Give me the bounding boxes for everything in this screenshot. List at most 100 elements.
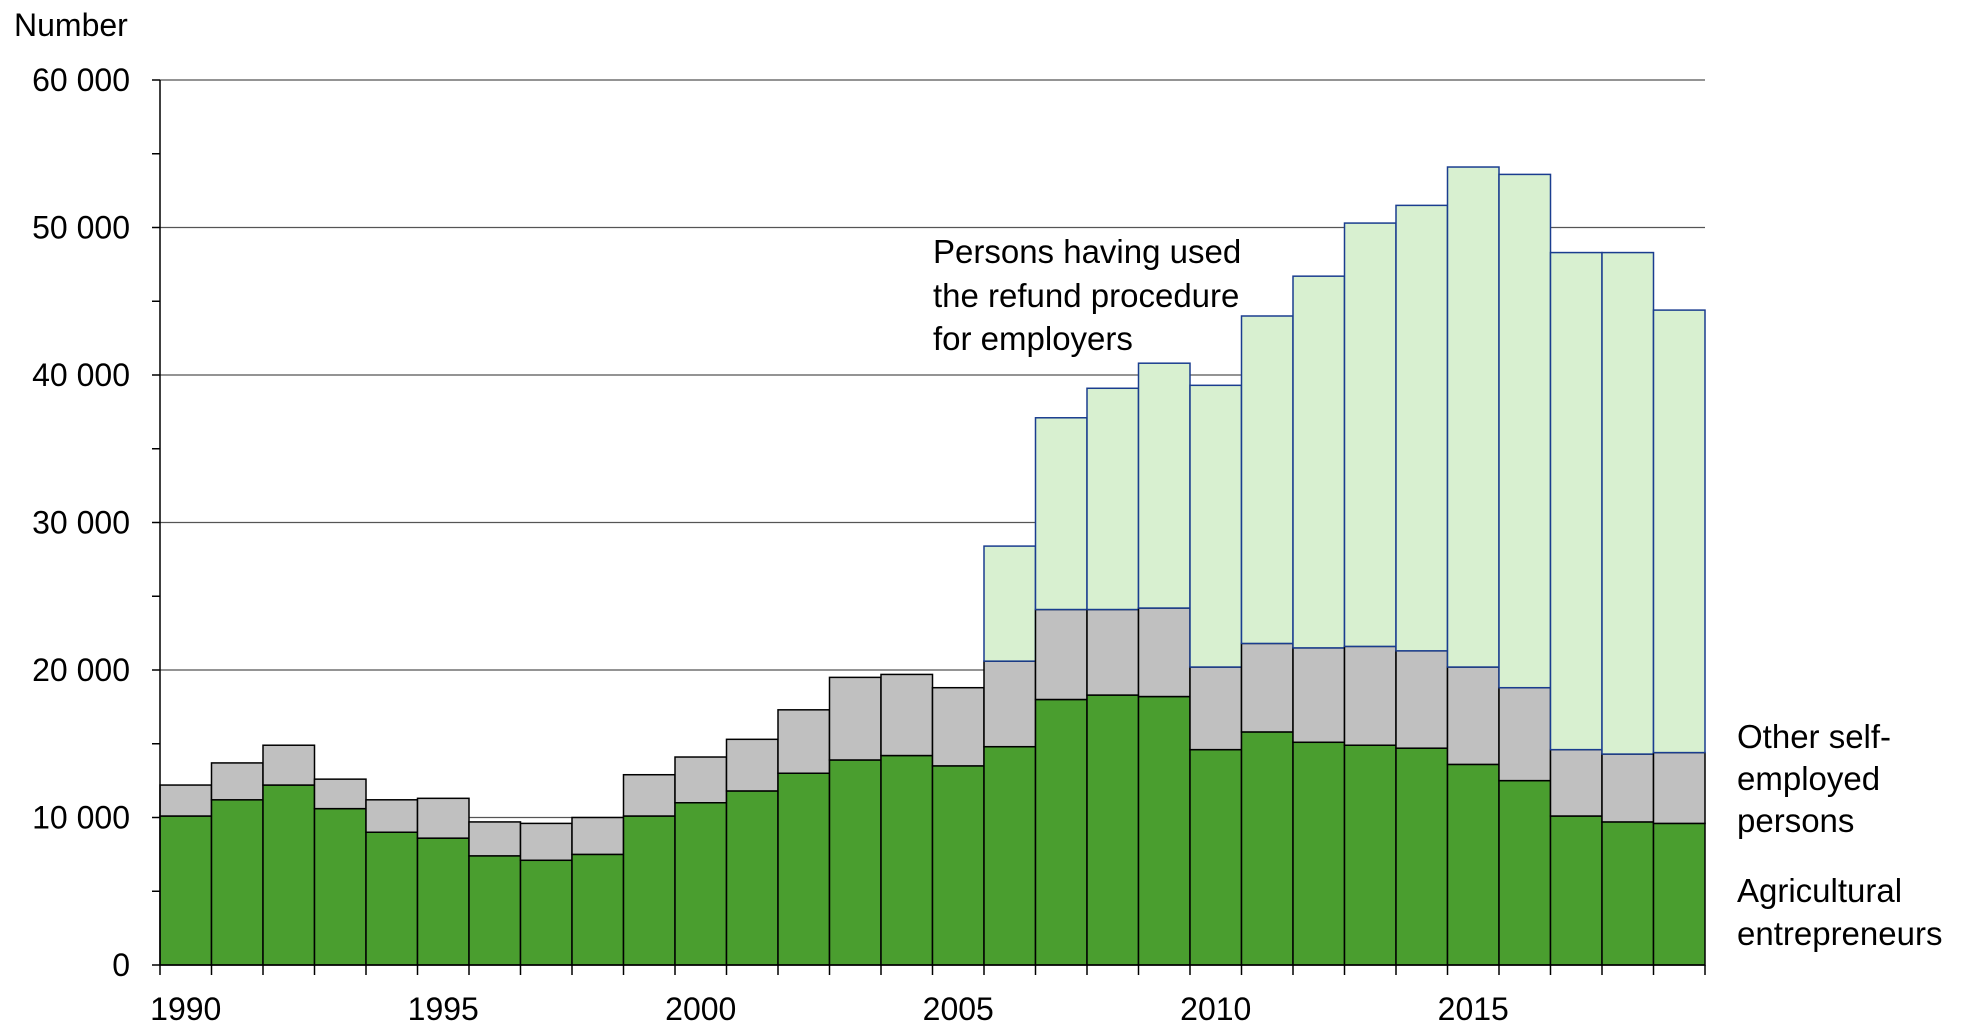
bar-2001-series-0 [725,790,779,966]
bar-1994-series-0 [365,831,419,966]
bar-2012-series-0 [1292,741,1346,966]
annotation-refund: Persons having used the refund procedure… [933,233,1250,357]
bar-2002-series-0 [777,772,831,966]
y-axis-title: Number [14,7,128,43]
bar-2019-series-1 [1652,751,1706,825]
bar-2014-series-0 [1395,747,1449,966]
bar-2012-series-1 [1292,647,1346,744]
bar-1999-series-0 [622,815,676,966]
bar-1998-series-1 [571,816,625,856]
x-tick-label-2010: 2010 [1180,991,1251,1027]
y-tick-label-2: 20 000 [32,652,130,688]
bar-1993-series-1 [313,778,367,810]
bar-2002-series-1 [777,709,831,775]
bar-2019-series-0 [1652,822,1706,966]
bar-1999-series-1 [622,773,676,817]
bar-2018-series-1 [1601,753,1655,823]
bar-2007-series-2 [1034,417,1088,611]
bar-2008-series-0 [1086,694,1140,966]
bar-1995-series-1 [416,797,470,839]
bar-2010-series-0 [1189,748,1243,966]
bar-2004-series-1 [880,673,934,757]
bar-2017-series-0 [1549,815,1603,966]
bar-2019-series-2 [1652,309,1706,754]
x-tick-label-2005: 2005 [923,991,994,1027]
bar-2012-series-2 [1292,275,1346,649]
x-tick-label-1995: 1995 [408,991,479,1027]
bar-2017-series-2 [1549,251,1603,751]
bar-2013-series-0 [1343,744,1397,966]
bar-1996-series-0 [468,855,522,966]
bar-1990-series-0 [159,815,213,966]
bar-2006-series-2 [983,545,1037,662]
bar-1991-series-1 [210,762,264,801]
bar-2008-series-2 [1086,387,1140,611]
bar-2000-series-1 [674,756,728,804]
annotation-agri: Agricultural entrepreneurs [1737,872,1942,952]
x-tick-label-2015: 2015 [1438,991,1509,1027]
annotation-other-line-1: Other self- [1737,718,1891,755]
bar-2015-series-0 [1446,763,1500,966]
bar-2011-series-1 [1240,642,1294,733]
bar-2016-series-1 [1498,686,1552,782]
annotation-other: Other self- employed persons [1737,718,1900,839]
y-tick-label-0: 0 [112,947,130,983]
bar-1991-series-0 [210,799,264,966]
bar-1996-series-1 [468,821,522,857]
bar-2011-series-2 [1240,315,1294,645]
bar-2014-series-1 [1395,650,1449,749]
bar-2010-series-1 [1189,666,1243,751]
annotation-agri-line-1: Agricultural [1737,872,1902,909]
bar-2003-series-0 [828,759,882,966]
bar-2006-series-0 [983,745,1037,966]
bar-2009-series-2 [1137,362,1191,609]
annotation-agri-line-2: entrepreneurs [1737,915,1942,952]
bar-2015-series-2 [1446,166,1500,668]
y-tick-label-6: 60 000 [32,62,130,98]
bar-2008-series-1 [1086,608,1140,696]
bar-2004-series-0 [880,754,934,966]
bar-1997-series-1 [519,822,573,862]
annotation-other-line-3: persons [1737,802,1854,839]
bar-2013-series-2 [1343,222,1397,648]
bar-1998-series-0 [571,853,625,966]
y-tick-label-4: 40 000 [32,357,130,393]
y-ticks: 0 10 000 20 000 30 000 40 000 50 000 60 000 [32,62,160,983]
y-tick-label-5: 50 000 [32,210,130,246]
bar-1997-series-0 [519,859,573,966]
annotation-refund-line-3: for employers [933,320,1133,357]
bar-2000-series-0 [674,802,728,966]
bar-2011-series-0 [1240,731,1294,966]
x-tick-label-2000: 2000 [665,991,736,1027]
bar-1992-series-1 [262,744,316,786]
annotation-other-line-2: employed [1737,760,1880,797]
bar-2001-series-1 [725,738,779,792]
bar-2018-series-2 [1601,251,1655,755]
bar-2005-series-1 [931,686,985,767]
y-tick-label-3: 30 000 [32,505,130,541]
bar-1995-series-0 [416,837,470,966]
bar-2016-series-2 [1498,173,1552,689]
x-tick-label-1990: 1990 [150,991,221,1027]
bar-2017-series-1 [1549,748,1603,817]
bar-1993-series-0 [313,807,367,966]
x-ticks: 1990 1995 2000 2005 2010 2015 [150,965,1706,1027]
bar-2009-series-1 [1137,607,1191,698]
bar-2014-series-2 [1395,204,1449,652]
bar-2015-series-1 [1446,666,1500,766]
bar-1990-series-1 [159,784,213,817]
bar-2013-series-1 [1343,645,1397,746]
y-tick-label-1: 10 000 [32,800,130,836]
annotation-refund-line-2: the refund procedure [933,277,1239,314]
bar-2005-series-0 [931,765,985,966]
bars [159,166,1706,966]
bar-2016-series-0 [1498,779,1552,966]
annotation-refund-line-1: Persons having used [933,233,1241,270]
bar-2003-series-1 [828,676,882,761]
bar-1994-series-1 [365,799,419,833]
bar-2018-series-0 [1601,821,1655,966]
bar-1992-series-0 [262,784,316,966]
bar-2009-series-0 [1137,695,1191,966]
bar-2010-series-2 [1189,384,1243,668]
